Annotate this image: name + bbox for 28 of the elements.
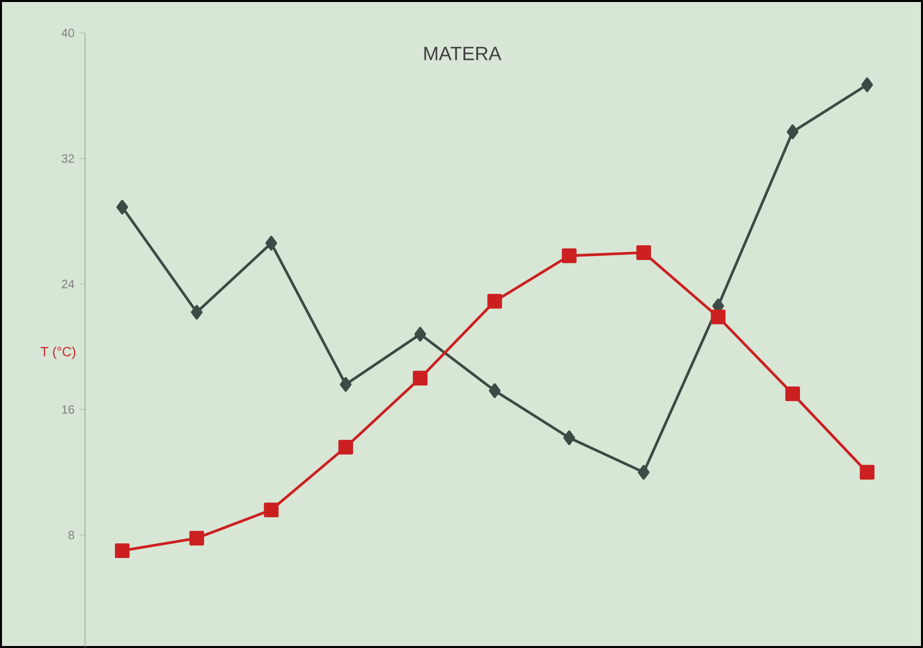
point: [860, 464, 874, 480]
point: [487, 294, 502, 308]
y-tick-label: 24: [62, 280, 74, 288]
y-tick-label: 32: [62, 154, 74, 163]
point: [116, 200, 128, 214]
point: [190, 304, 203, 320]
point: [264, 502, 279, 518]
y-tick-label: 8: [68, 530, 74, 540]
y-tick-label: 16: [62, 405, 74, 414]
point: [412, 370, 428, 386]
point: [114, 543, 130, 558]
point: [786, 124, 798, 140]
y-tick-label: 40: [62, 28, 74, 38]
point: [414, 326, 426, 342]
point: [189, 530, 204, 546]
point: [338, 440, 354, 454]
point: [340, 376, 352, 392]
point: [710, 309, 726, 324]
point: [785, 386, 800, 402]
point: [562, 248, 577, 263]
text: MATERA: [424, 46, 502, 60]
point: [638, 464, 650, 480]
point: [563, 430, 576, 445]
point: [488, 383, 501, 398]
y-axis-title: T (°C): [40, 346, 76, 359]
point: [861, 77, 873, 92]
point: [265, 236, 278, 250]
point: [636, 245, 652, 260]
